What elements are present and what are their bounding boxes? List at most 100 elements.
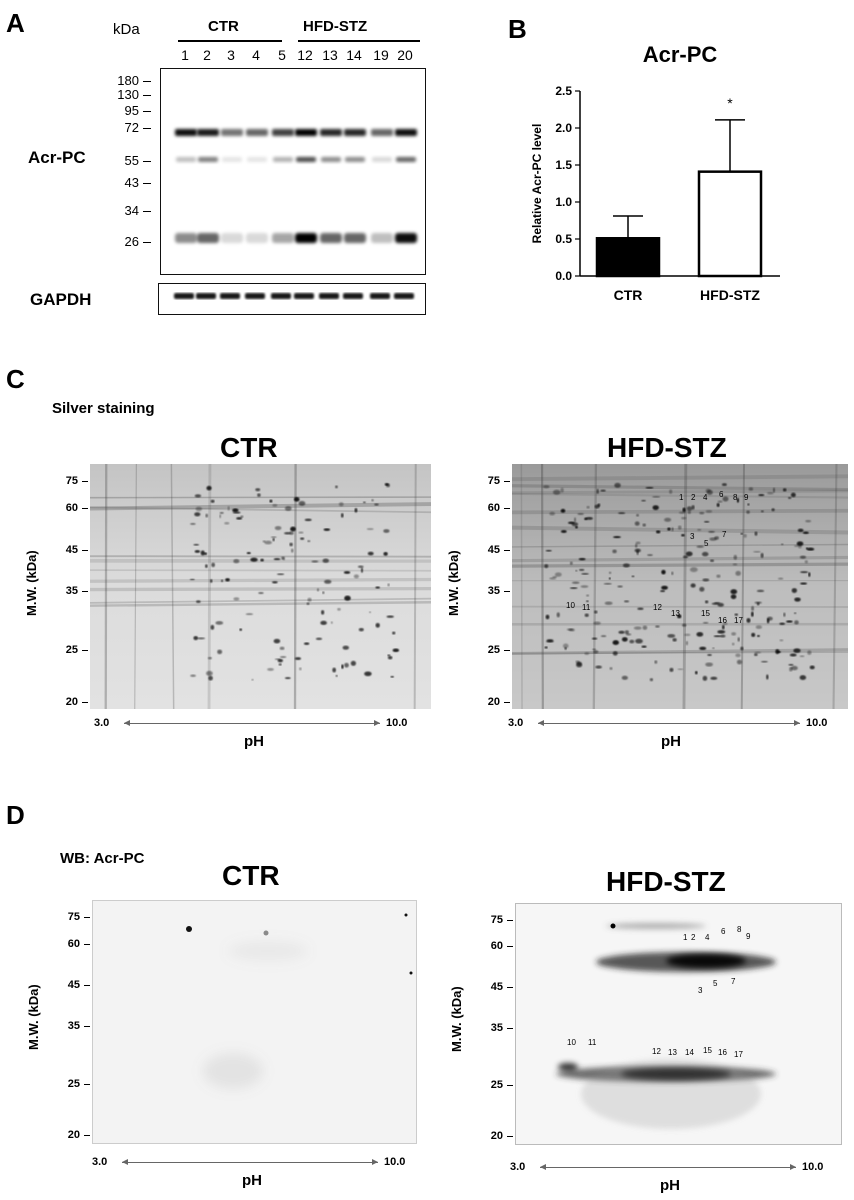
mw-tick	[504, 591, 510, 593]
gel-vertical-streak	[832, 464, 838, 709]
lane-number: 14	[346, 47, 362, 63]
protein-spot	[708, 530, 715, 533]
spot-number: 6	[719, 490, 724, 499]
spot-number: 1	[679, 493, 684, 502]
protein-spot	[746, 510, 750, 514]
mw-tick	[504, 508, 510, 510]
protein-spot	[758, 493, 765, 497]
protein-spot	[343, 571, 351, 574]
protein-spot	[804, 560, 808, 564]
protein-spot	[560, 487, 564, 493]
mw-tick-label: 45	[487, 543, 500, 556]
spot-number: 15	[701, 609, 710, 618]
protein-spot	[709, 537, 717, 541]
protein-spot	[612, 640, 619, 646]
protein-spot	[258, 592, 264, 595]
protein-spot	[227, 506, 230, 511]
protein-spot	[761, 660, 768, 663]
spot-number: 12	[653, 603, 662, 612]
protein-spot	[289, 542, 293, 547]
protein-spot	[754, 651, 762, 654]
spot-number: 3	[690, 532, 695, 541]
spot-number: 7	[722, 530, 727, 539]
protein-spot	[789, 653, 797, 657]
marker-tick	[143, 211, 151, 212]
protein-spot	[754, 653, 758, 657]
protein-spot	[722, 496, 729, 502]
protein-spot	[204, 564, 208, 568]
protein-spot	[654, 660, 658, 664]
protein-spot	[624, 600, 630, 603]
protein-spot	[661, 569, 666, 575]
gel-background	[90, 464, 431, 709]
spot-number: 3	[698, 986, 703, 995]
spot-number: 12	[652, 1047, 661, 1056]
protein-spot	[710, 676, 718, 680]
protein-spot	[224, 521, 230, 525]
protein-spot	[290, 526, 296, 532]
protein-spot	[293, 497, 300, 502]
lane-number: 1	[181, 47, 189, 63]
protein-spot	[612, 549, 617, 554]
y-tick-label: 1.0	[555, 195, 572, 209]
gel-streak	[512, 651, 848, 655]
protein-spot	[270, 536, 277, 538]
protein-spot	[278, 663, 282, 666]
protein-spot	[332, 667, 337, 673]
y-tick-label: 1.5	[555, 158, 572, 172]
protein-spot	[682, 555, 689, 559]
protein-spot	[705, 662, 713, 667]
protein-spot	[560, 530, 567, 533]
protein-spot	[664, 517, 672, 522]
protein-spot	[546, 639, 554, 643]
spot-number: 8	[737, 925, 742, 934]
protein-spot	[206, 485, 212, 491]
protein-spot	[544, 564, 549, 569]
spot-number: 17	[734, 616, 743, 625]
protein-spot	[730, 594, 737, 600]
protein-spot	[200, 550, 205, 556]
ph-gradient-arrow	[538, 723, 800, 724]
gel-streak	[512, 562, 848, 568]
protein-spot	[706, 489, 713, 495]
gel-streak	[90, 601, 431, 607]
protein-spot	[635, 543, 638, 548]
gel-vertical-streak	[520, 464, 523, 709]
protein-spot	[775, 649, 780, 655]
protein-spot	[754, 531, 758, 536]
spot-number: 10	[567, 1038, 576, 1047]
protein-spot	[621, 637, 628, 642]
protein-spot	[344, 595, 351, 601]
band-55kda	[273, 157, 293, 162]
ph-low-label: 3.0	[92, 1156, 108, 1168]
protein-spot	[369, 611, 372, 614]
protein-spot	[387, 655, 393, 660]
protein-spot	[232, 511, 241, 514]
protein-spot	[751, 611, 754, 617]
protein-spot	[672, 638, 677, 642]
protein-spot	[549, 577, 557, 580]
protein-spot	[597, 503, 601, 507]
ph-low-label: 3.0	[510, 1161, 526, 1173]
dust-spot	[409, 971, 413, 975]
protein-spot	[793, 612, 797, 614]
protein-spot	[667, 527, 671, 531]
protein-spot	[760, 510, 764, 513]
protein-spot	[276, 573, 285, 576]
protein-spot	[575, 525, 578, 529]
protein-spot	[633, 626, 642, 630]
protein-spot	[593, 621, 601, 625]
western-blot-gapdh	[158, 283, 426, 315]
y-axis-label: M.W. (kDa)	[26, 984, 41, 1051]
protein-spot	[731, 642, 735, 646]
spot-number: 9	[746, 932, 751, 941]
protein-spot	[272, 503, 278, 507]
protein-spot	[273, 638, 281, 644]
protein-spot	[677, 525, 682, 530]
band-72kda	[197, 129, 219, 136]
protein-spot	[740, 532, 744, 535]
gel-title-hfd-c: HFD-STZ	[607, 432, 727, 463]
mw-tick-label: 75	[490, 913, 503, 926]
protein-spot	[290, 548, 294, 553]
gel-vertical-streak	[207, 464, 212, 709]
